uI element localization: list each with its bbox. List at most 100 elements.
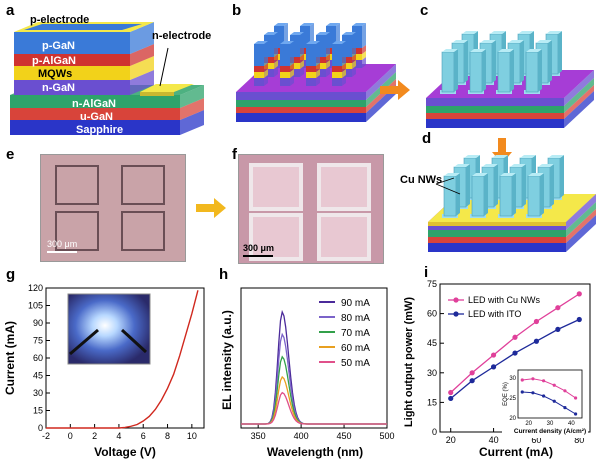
stack-label-n-gan: n-GaN [42,82,75,94]
pillar-segment [342,35,352,57]
x-axis-label: Wavelength (nm) [267,445,363,459]
stack-label-sapphire: Sapphire [76,124,124,136]
stack-layer-side [180,85,204,108]
nanowire-top [454,164,470,167]
pillar-top [326,23,340,26]
pillar-side [342,41,346,66]
panel-d-label: d [422,130,432,147]
nanowire-top [492,155,508,158]
nanowire-top [470,49,486,52]
y-tick-label: 60 [427,309,437,319]
platform-band-side [564,85,594,119]
y-tick-label: 30 [427,368,437,378]
x-tick-label: 20 [446,435,456,445]
pillar-segment [326,60,336,68]
power-point [469,370,475,376]
platform-band-side [566,194,596,230]
inset-point [520,390,524,394]
x-axis-label: Voltage (V) [94,445,156,459]
pillar-top [264,32,278,35]
pad [249,213,303,261]
pillar-top [352,23,366,26]
led-stack-diagram [10,22,204,135]
panel-h: h 350 400 450 500 90 mA 80 mA 70 mA 60 mA 50 mA W… [215,266,400,461]
pillar-top [342,32,356,35]
nanowire-side [558,31,562,74]
pad [249,163,303,211]
stack-layer-front [10,108,180,120]
panel-f-label: f [232,146,237,163]
pillar-side [362,23,366,48]
x-axis-label: Current (mA) [479,445,553,459]
nanowire-top [452,40,468,43]
pillar-segment [342,57,352,63]
inset-y-label: EQE (%) [503,382,509,406]
pillar-segment [316,63,326,69]
x-tick-label: 4 [116,431,121,441]
legend-marker [453,297,459,303]
pillar-top [332,41,346,44]
stack-label-mqws: MQWs [38,68,73,80]
power-point [490,352,497,358]
platform-band-side [564,78,594,113]
x-tick-label: 2 [92,431,97,441]
nanowire-side [484,173,488,216]
legend-label: 80 mA [341,313,370,324]
pillar-segment [316,69,326,77]
micrograph-e: 300 μm [40,154,186,262]
y-axis-label: Light output power (mW) [403,297,415,427]
nanowire-platform-diagram [426,31,594,128]
nanowire-top [526,49,542,52]
stack-label-p-electrode: p-electrode [30,14,90,26]
nanowire-top [442,49,458,52]
inset-y-tick-label: 20 [509,416,516,422]
pillar-segment [290,63,300,69]
pillar-top [316,32,330,35]
inset-y-tick-label: 30 [509,376,516,382]
nanowire-top [498,49,514,52]
y-tick-label: 120 [28,283,43,293]
pillar-segment [290,69,300,77]
probe-needle [69,328,99,356]
pad [55,165,99,205]
pillar-segment [332,78,342,86]
pillar-segment [274,26,284,48]
pillar-segment [316,57,326,63]
nanowire-side [466,164,470,207]
nanowire-side [520,40,524,83]
power-point [512,350,518,356]
pillar-segment [342,63,352,69]
stack-layer-front [10,95,180,108]
pillar-segment [300,48,310,54]
y-tick-label: 30 [33,388,43,398]
x-tick-label: 0 [68,431,73,441]
nanowire-side [560,155,564,198]
nanowire-top [472,173,488,176]
x-tick-label: 450 [337,431,352,441]
panel-h-label: h [219,266,229,283]
cu-nws-pointer [435,177,455,185]
y-tick-label: 45 [33,371,43,381]
nanowire-side [550,164,554,207]
panel-b-label: b [232,2,242,19]
scale-bar-label: 300 μm [243,243,275,253]
inset-point [531,391,535,395]
mesa-layer-side [130,22,154,54]
pillar-segment [280,44,290,66]
pillar-segment [280,66,290,72]
n-electrode-pointer [159,47,169,87]
power-point [448,395,454,402]
pillar-segment [352,60,362,68]
light-output-chart: 20 40 60 80 0 15 30 45 60 75 LED with Cu NWs LED wi… [403,279,591,459]
pillar-segment [300,60,310,68]
pillar-segment [290,35,300,57]
y-tick-label: 60 [33,353,43,363]
p-electrode-window [24,24,142,30]
nanowire-top [482,164,498,167]
nanowire-side [512,173,516,216]
nanowire-top [546,31,562,34]
y-tick-label: 0 [38,423,43,433]
pad [55,211,99,251]
inset-y-tick-label: 25 [509,396,516,402]
nanowire-top [510,164,526,167]
